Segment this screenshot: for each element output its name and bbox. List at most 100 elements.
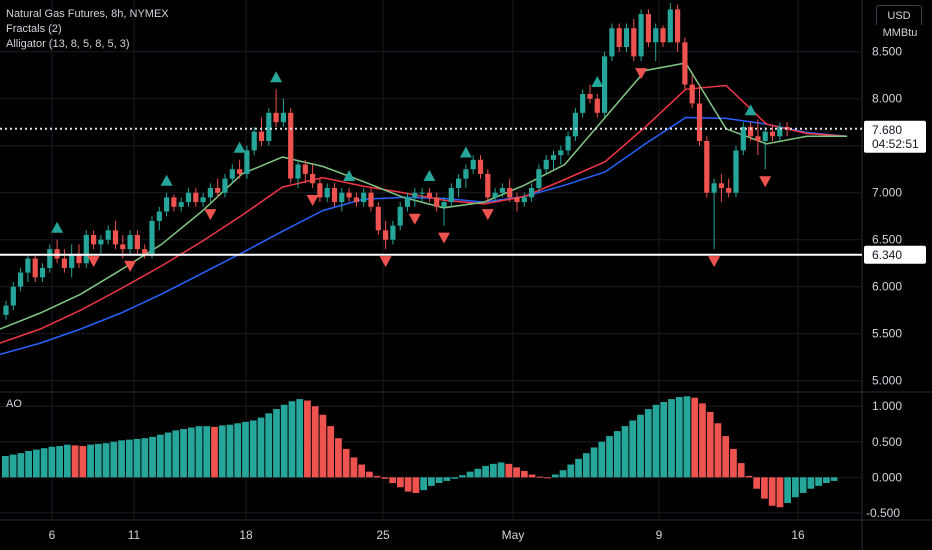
ao-bar xyxy=(17,453,25,478)
ao-bar xyxy=(335,438,342,478)
ao-bar xyxy=(226,424,234,478)
candle-body xyxy=(631,28,637,57)
ao-bar xyxy=(141,438,149,478)
candle-body xyxy=(331,188,338,203)
fractal-down-marker xyxy=(481,209,494,221)
candle-body xyxy=(784,126,790,129)
price-lines xyxy=(0,127,862,256)
candle-body xyxy=(485,173,491,198)
candle-body xyxy=(142,249,148,254)
price-tick-label: 7.000 xyxy=(872,186,902,200)
ao-tick-label: 1.000 xyxy=(872,399,902,413)
fractals xyxy=(51,68,772,272)
fractal-down-marker xyxy=(379,256,392,268)
candle-body xyxy=(623,28,630,48)
support-price-tag xyxy=(864,245,926,264)
ao-bar xyxy=(544,477,551,479)
ao-bar xyxy=(520,470,528,478)
candle-body xyxy=(507,188,513,198)
ao-tick-label: 0.000 xyxy=(872,470,902,484)
ao-bar xyxy=(381,477,389,479)
candle-body xyxy=(178,202,184,207)
candle-body xyxy=(149,220,155,254)
fractal-down-marker xyxy=(759,176,772,188)
fractal-up-marker xyxy=(160,174,173,186)
time-tick-label: 9 xyxy=(656,528,663,542)
ao-bar xyxy=(435,477,443,484)
ao-bar xyxy=(590,447,598,478)
ao-bar xyxy=(288,401,296,478)
candle-body xyxy=(653,28,659,43)
ao-bar xyxy=(637,414,644,478)
ao-bar xyxy=(830,477,838,481)
ao-bar xyxy=(79,446,87,478)
alligator-lines xyxy=(0,62,848,356)
alligator-teeth-line xyxy=(0,84,848,344)
price-tick-label: 6.000 xyxy=(872,280,902,294)
ao-bar xyxy=(242,421,249,478)
candle-body xyxy=(156,211,162,221)
fractal-down-marker xyxy=(708,256,721,268)
ao-bar xyxy=(691,397,699,478)
candle-body xyxy=(565,136,571,151)
ao-bar xyxy=(582,453,590,478)
ao-bar xyxy=(474,468,482,478)
support-price-value: 6.340 xyxy=(872,248,902,262)
time-tick-label: May xyxy=(502,528,525,542)
candle-body xyxy=(594,98,600,113)
candle-body xyxy=(645,14,651,43)
fractal-down-marker xyxy=(635,68,648,80)
candle-body xyxy=(273,112,279,123)
ao-bar xyxy=(311,406,319,478)
ao-bar xyxy=(25,451,32,478)
ao-bar xyxy=(187,427,195,478)
ao-axis[interactable]: 1.000 0.500 0.000 -0.500 xyxy=(866,399,902,520)
candle-body xyxy=(667,9,673,43)
ao-bar xyxy=(784,477,792,503)
ao-bar xyxy=(420,477,427,491)
candle-body xyxy=(120,244,126,250)
fractal-up-marker xyxy=(51,221,64,233)
fractal-down-marker xyxy=(124,260,137,272)
time-tick-label: 6 xyxy=(49,528,56,542)
ao-bar xyxy=(428,477,435,486)
ao-bar xyxy=(652,404,660,478)
ao-bar xyxy=(443,477,451,481)
ao-bar xyxy=(668,399,675,478)
alligator-legend[interactable]: Alligator (13, 8, 5, 8, 5, 3) xyxy=(6,38,130,50)
candle-body xyxy=(39,267,46,278)
ao-legend[interactable]: AO xyxy=(6,398,22,410)
candle-body xyxy=(609,28,615,57)
ao-bar xyxy=(451,477,458,479)
ao-bar xyxy=(110,441,118,478)
fractals-legend[interactable]: Fractals (2) xyxy=(6,23,62,35)
unit-label[interactable]: MMBtu xyxy=(875,25,925,41)
candle-body xyxy=(660,28,666,43)
ao-histogram xyxy=(2,396,838,508)
candle-body xyxy=(18,272,24,287)
ao-bar xyxy=(195,426,203,478)
ao-bar xyxy=(482,465,489,478)
currency-button[interactable]: USD xyxy=(876,5,922,27)
alligator-jaw-line xyxy=(0,116,848,356)
price-tick-label: 5.500 xyxy=(872,327,902,341)
ao-bar xyxy=(745,475,753,478)
candle-body xyxy=(762,131,768,142)
fractal-down-marker xyxy=(204,209,217,221)
candle-body xyxy=(222,178,228,193)
candle-body xyxy=(404,197,411,207)
ao-bar xyxy=(211,426,218,478)
candle-body xyxy=(295,164,301,179)
fractal-up-marker xyxy=(744,104,757,116)
ao-bar xyxy=(133,438,141,478)
ao-bar xyxy=(559,470,567,478)
ao-bar xyxy=(753,477,761,489)
candle-body xyxy=(718,183,724,189)
candle-body xyxy=(529,188,535,198)
candle-body xyxy=(353,197,359,203)
time-axis[interactable]: 6 11 18 25 May 9 16 xyxy=(49,528,805,542)
candle-body xyxy=(237,169,243,174)
candle-body xyxy=(675,9,681,43)
